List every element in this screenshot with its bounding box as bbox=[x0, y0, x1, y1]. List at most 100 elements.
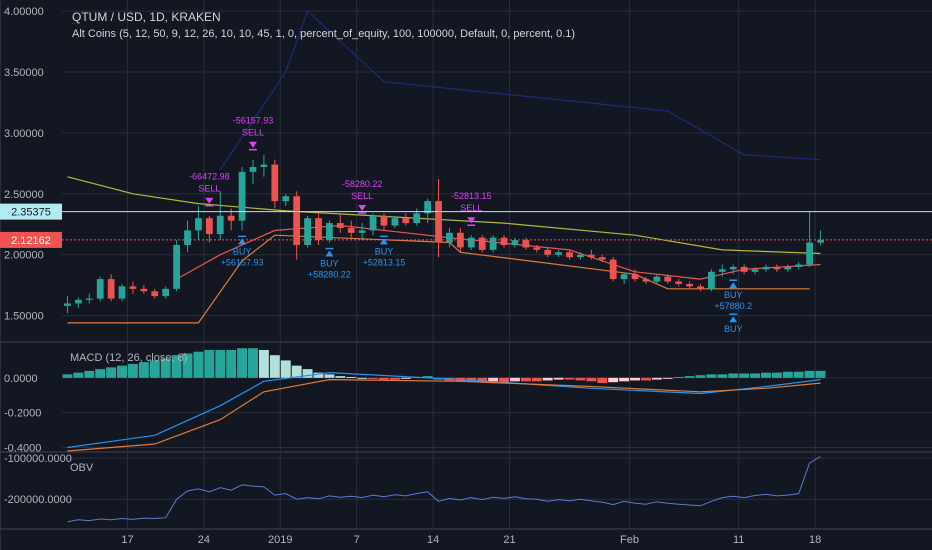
time-tick-label: 21 bbox=[503, 534, 515, 546]
macd-histogram-bar bbox=[815, 370, 826, 378]
candle-body bbox=[129, 286, 137, 289]
candle-body bbox=[533, 247, 541, 250]
candle-body bbox=[773, 266, 781, 270]
macd-histogram-bar bbox=[728, 373, 739, 378]
macd-histogram-bar bbox=[269, 355, 280, 378]
candle-body bbox=[326, 223, 333, 241]
candle-body bbox=[467, 237, 475, 248]
macd-histogram-bar bbox=[520, 377, 531, 382]
candle-body bbox=[435, 201, 442, 243]
candle-body bbox=[642, 279, 650, 282]
macd-histogram-bar bbox=[651, 377, 662, 380]
macd-histogram-bar bbox=[400, 377, 411, 379]
macd-histogram-bar bbox=[695, 375, 706, 378]
candle-body bbox=[304, 218, 311, 245]
obv-tick-label: -200000.0000 bbox=[4, 494, 72, 506]
buy-value: +58280.22 bbox=[308, 270, 351, 280]
macd-histogram-bar bbox=[717, 374, 728, 378]
buy-arrow-icon bbox=[238, 238, 247, 245]
sell-label: SELL bbox=[460, 203, 482, 213]
macd-histogram-bar bbox=[553, 377, 564, 380]
candle-body bbox=[555, 252, 562, 255]
buy-value: +52813.15 bbox=[363, 257, 406, 267]
candle-body bbox=[293, 196, 301, 245]
price-tick-label: 1.50000 bbox=[4, 311, 44, 323]
obv-label: OBV bbox=[70, 462, 94, 474]
sell-value: -52813.15 bbox=[451, 191, 492, 201]
price-tick-label: 2.00000 bbox=[4, 250, 44, 262]
macd-histogram-bar bbox=[62, 374, 73, 378]
buy-arrow-icon bbox=[379, 238, 388, 245]
candle-body bbox=[544, 249, 552, 255]
macd-histogram-bar bbox=[335, 376, 346, 378]
macd-histogram-bar bbox=[466, 377, 477, 382]
macd-histogram-bar bbox=[619, 377, 630, 382]
macd-histogram-bar bbox=[575, 377, 586, 381]
macd-tick-label: 0.0000 bbox=[4, 373, 38, 385]
candle-body bbox=[718, 269, 726, 272]
macd-histogram-bar bbox=[684, 376, 695, 378]
candle-body bbox=[511, 240, 519, 245]
macd-histogram-bar bbox=[313, 372, 324, 378]
last-price-marker bbox=[0, 231, 62, 248]
macd-histogram-bar bbox=[542, 377, 553, 381]
macd-histogram-bar bbox=[149, 360, 160, 378]
symbol-title: QTUM / USD, 1D, KRAKEN bbox=[72, 10, 221, 24]
macd-histogram-bar bbox=[248, 348, 258, 378]
candle-body bbox=[609, 259, 617, 280]
candle-body bbox=[336, 223, 344, 228]
candle-body bbox=[140, 288, 148, 292]
macd-histogram-bar bbox=[761, 372, 771, 378]
obv-tick-label: -100000.0000 bbox=[4, 453, 72, 465]
candle-body bbox=[424, 201, 432, 214]
macd-histogram-bar bbox=[226, 349, 237, 378]
time-tick-label: 11 bbox=[733, 534, 744, 546]
macd-histogram-bar bbox=[237, 348, 248, 378]
macd-histogram-bar bbox=[204, 349, 215, 378]
candle-body bbox=[817, 240, 824, 243]
candle-body bbox=[631, 274, 639, 280]
macd-histogram-bar bbox=[750, 373, 761, 378]
time-tick-label: 7 bbox=[354, 534, 360, 546]
candle-body bbox=[675, 281, 683, 284]
price-tick-label: 3.50000 bbox=[4, 67, 44, 79]
macd-histogram-bar bbox=[499, 377, 509, 383]
candle-body bbox=[806, 242, 814, 265]
candle-body bbox=[795, 264, 803, 267]
candle-body bbox=[118, 286, 126, 299]
candle-body bbox=[751, 269, 759, 272]
candle-body bbox=[740, 266, 748, 272]
candle-body bbox=[446, 232, 453, 243]
time-tick-label: 17 bbox=[121, 534, 133, 546]
candle-body bbox=[413, 213, 421, 224]
candle-body bbox=[282, 196, 290, 202]
sell-label: SELL bbox=[198, 184, 220, 194]
macd-label: MACD (12, 26, close, 8) bbox=[70, 352, 188, 364]
buy-value: +57880.2 bbox=[714, 301, 752, 311]
macd-histogram-bar bbox=[782, 371, 793, 378]
sell-arrow-icon bbox=[467, 217, 476, 224]
sell-arrow-icon bbox=[249, 141, 257, 148]
candle-body bbox=[402, 218, 410, 224]
macd-histogram-bar bbox=[379, 377, 389, 380]
macd-histogram-bar bbox=[608, 377, 619, 383]
candle-body bbox=[369, 215, 377, 231]
candle-body bbox=[456, 232, 464, 248]
sell-label: SELL bbox=[242, 128, 264, 138]
macd-histogram-bar bbox=[793, 371, 804, 378]
candle-body bbox=[598, 257, 606, 260]
macd-tick-label: -0.2000 bbox=[4, 408, 41, 420]
macd-histogram-bar bbox=[127, 363, 138, 378]
sell-arrow-icon bbox=[205, 197, 214, 204]
macd-tick-label: -0.4000 bbox=[4, 443, 41, 455]
macd-histogram-bar bbox=[280, 360, 291, 378]
candle-body bbox=[173, 244, 180, 289]
time-tick-label: 14 bbox=[427, 534, 439, 546]
macd-histogram-bar bbox=[291, 365, 302, 378]
macd-histogram-bar bbox=[160, 358, 171, 378]
high-price-marker bbox=[0, 203, 62, 220]
macd-histogram-bar bbox=[346, 376, 357, 378]
price-tick-label: 4.00000 bbox=[4, 6, 44, 18]
macd-histogram-bar bbox=[258, 349, 269, 378]
